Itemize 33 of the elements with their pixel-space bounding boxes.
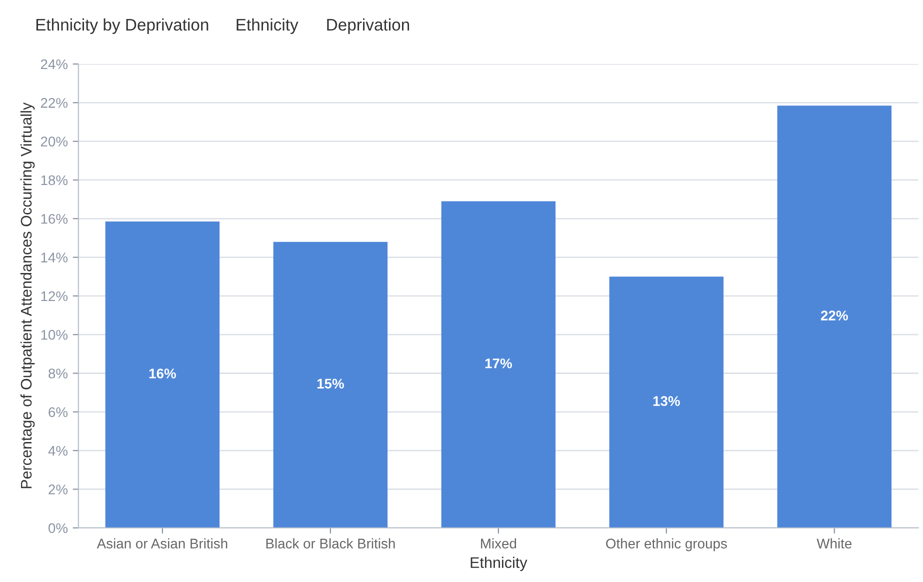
bar bbox=[441, 201, 556, 528]
y-tick-label: 18% bbox=[41, 175, 68, 186]
data-label: 13% bbox=[653, 396, 680, 406]
x-tick-label: Other ethnic groups bbox=[606, 538, 727, 552]
text: Ethnicity bbox=[236, 18, 298, 34]
y-tick-label: 12% bbox=[41, 291, 68, 302]
bar bbox=[777, 106, 892, 528]
x-tick-label: Black or Black British bbox=[266, 538, 395, 548]
y-tick-label: 10% bbox=[41, 330, 68, 340]
x-axis-title: Ethnicity bbox=[470, 556, 528, 572]
y-tick-label: 16% bbox=[41, 214, 68, 224]
text: Ethnicity by Deprivation bbox=[36, 18, 208, 34]
y-tick-label: 24% bbox=[40, 59, 68, 70]
data-label: 22% bbox=[820, 310, 848, 320]
y-tick-label: 4% bbox=[48, 446, 68, 456]
bar bbox=[609, 276, 724, 528]
y-tick-label: 0% bbox=[48, 523, 68, 534]
bar bbox=[273, 242, 388, 528]
y-tick-label: 6% bbox=[48, 407, 68, 418]
y-tick-label: 20% bbox=[40, 136, 68, 146]
x-tick-label: Asian or Asian British bbox=[96, 538, 228, 548]
y-axis-title: Percentage of Outpatient Attendances Occurring Virtually bbox=[20, 102, 35, 488]
bar bbox=[105, 222, 220, 528]
text: Deprivation bbox=[327, 18, 410, 34]
data-label: 16% bbox=[149, 368, 176, 378]
y-tick-label: 14% bbox=[41, 252, 68, 262]
data-label: 15% bbox=[317, 378, 344, 389]
y-tick-label: 22% bbox=[40, 98, 68, 108]
x-tick-label: White bbox=[816, 538, 852, 548]
x-tick-label: Mixed bbox=[481, 538, 516, 548]
y-tick-label: 2% bbox=[48, 484, 68, 494]
y-tick-label: 8% bbox=[48, 368, 68, 378]
data-label: 17% bbox=[485, 358, 512, 368]
